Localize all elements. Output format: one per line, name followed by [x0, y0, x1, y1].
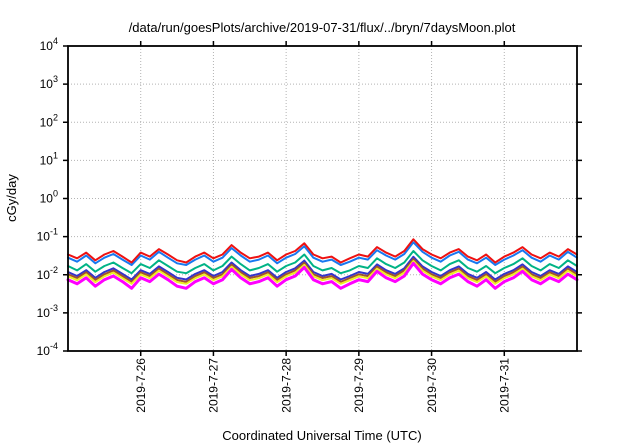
series-line-teal-green [67, 250, 578, 275]
y-tick-label: 10-4 [37, 341, 58, 358]
series-line-yellow [67, 260, 578, 285]
x-tick-label: 2019-7-30 [425, 358, 439, 413]
x-tick-label: 2019-7-31 [497, 358, 511, 413]
plot-border [67, 45, 578, 352]
y-tick-label: 102 [40, 112, 58, 129]
y-tick-label: 10-3 [37, 303, 58, 320]
x-tick-label: 2019-7-28 [279, 358, 293, 413]
plot-built-content: 104 103 102 101 100 10-1 10-2 10-3 10-4 2019-7-26… [37, 36, 582, 413]
x-tick-label: 2019-7-27 [207, 358, 221, 413]
series-line-brown [67, 258, 578, 283]
series-line-magenta [66, 261, 579, 290]
y-tick-label: 10-2 [37, 265, 58, 282]
series-line-light-blue [67, 241, 578, 266]
x-tick-label: 2019-7-26 [134, 358, 148, 413]
y-axis-label: cGy/day [4, 174, 19, 222]
y-tick-label: 104 [40, 36, 58, 53]
y-tick-label: 100 [40, 189, 58, 206]
y-tick-label: 101 [40, 150, 58, 167]
x-axis-label: Coordinated Universal Time (UTC) [222, 428, 421, 443]
series-line-navy-blue [67, 255, 578, 281]
x-tick-label: 2019-7-29 [352, 358, 366, 413]
series-line-red [67, 238, 578, 264]
chart-title: /data/run/goesPlots/archive/2019-07-31/f… [129, 20, 516, 35]
y-tick-label: 103 [40, 74, 58, 91]
y-tick-label: 10-1 [37, 227, 58, 244]
